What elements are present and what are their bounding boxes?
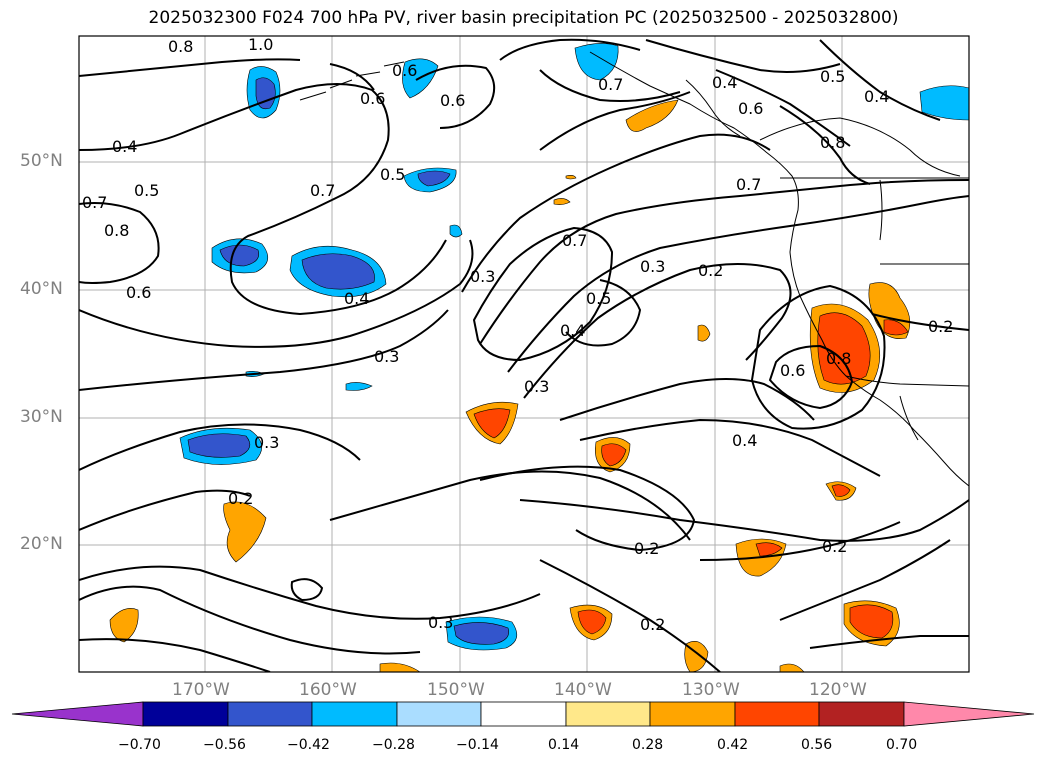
contour-label: 0.3 <box>428 613 453 632</box>
contour-label: 0.3 <box>470 267 495 286</box>
contour-label: 0.2 <box>928 317 953 336</box>
contour-label: 0.8 <box>826 349 851 368</box>
contour-label: 0.2 <box>228 489 253 508</box>
map-title: 2025032300 F024 700 hPa PV, river basin … <box>148 8 899 28</box>
contour-label: 0.4 <box>560 321 585 340</box>
lat-tick: 50°N <box>20 151 63 171</box>
lat-tick: 40°N <box>20 279 63 299</box>
lat-tick: 30°N <box>20 407 63 427</box>
contour-label: 0.4 <box>712 73 737 92</box>
contour-label: 0.5 <box>380 165 405 184</box>
colorbar-extend-low <box>11 701 144 727</box>
contour-label: 0.6 <box>126 283 151 302</box>
lon-tick: 120°W <box>809 680 867 700</box>
contour-label: 0.6 <box>392 61 417 80</box>
contour-label: 0.2 <box>634 539 659 558</box>
colorbar-tick: 0.70 <box>886 737 918 753</box>
colorbar <box>11 701 1035 727</box>
colorbar-tick: 0.14 <box>548 737 580 753</box>
contour-label: 0.3 <box>374 347 399 366</box>
colorbar-tick: −0.14 <box>456 737 499 753</box>
contour-label: 0.2 <box>640 615 665 634</box>
lon-tick: 130°W <box>682 680 740 700</box>
contour-label: 0.6 <box>360 89 385 108</box>
contour-label: 0.7 <box>310 181 335 200</box>
gridlines <box>79 36 969 672</box>
contour-label: 0.4 <box>864 87 889 106</box>
contour-label: 0.3 <box>524 377 549 396</box>
lon-tick: 170°W <box>172 680 230 700</box>
lon-tick: 140°W <box>554 680 612 700</box>
colorbar-tick: −0.70 <box>118 737 161 753</box>
contour-label: 0.8 <box>820 133 845 152</box>
colorbar-tick: −0.42 <box>287 737 330 753</box>
contour-label: 0.6 <box>780 361 805 380</box>
contour-label: 0.7 <box>82 193 107 212</box>
contour-label: 0.5 <box>820 67 845 86</box>
contour-label: 0.8 <box>104 221 129 240</box>
colorbar-tick: 0.42 <box>717 737 749 753</box>
contour-label: 0.7 <box>562 231 587 250</box>
contour-label: 1.0 <box>248 35 273 54</box>
contour-label: 0.2 <box>822 537 847 556</box>
contour-label: 0.8 <box>168 37 193 56</box>
colorbar-extend-high <box>903 701 1035 727</box>
contour-label: 0.7 <box>598 75 623 94</box>
lon-tick: 150°W <box>427 680 485 700</box>
contour-label: 0.4 <box>112 137 137 156</box>
contour-label: 0.2 <box>698 261 723 280</box>
colorbar-tick: 0.28 <box>632 737 664 753</box>
contour-label: 0.4 <box>344 289 369 308</box>
map-frame <box>78 35 970 673</box>
lon-tick: 160°W <box>299 680 357 700</box>
colorbar-tick: −0.28 <box>372 737 415 753</box>
colorbar-tick: −0.56 <box>203 737 246 753</box>
negative-precip-patches <box>179 43 969 651</box>
lat-tick: 20°N <box>20 534 63 554</box>
contour-labels: 0.8 1.0 0.6 0.6 0.4 0.5 0.7 0.8 0.6 0.7 … <box>82 35 953 634</box>
colorbar-tick: 0.56 <box>801 737 833 753</box>
contour-label: 0.7 <box>736 175 761 194</box>
contour-label: 0.5 <box>586 289 611 308</box>
pv-contours <box>79 38 969 672</box>
contour-label: 0.6 <box>440 91 465 110</box>
contour-label: 0.4 <box>732 431 757 450</box>
contour-label: 0.3 <box>254 433 279 452</box>
contour-label: 0.3 <box>640 257 665 276</box>
contour-label: 0.6 <box>738 99 763 118</box>
contour-label: 0.5 <box>134 181 159 200</box>
